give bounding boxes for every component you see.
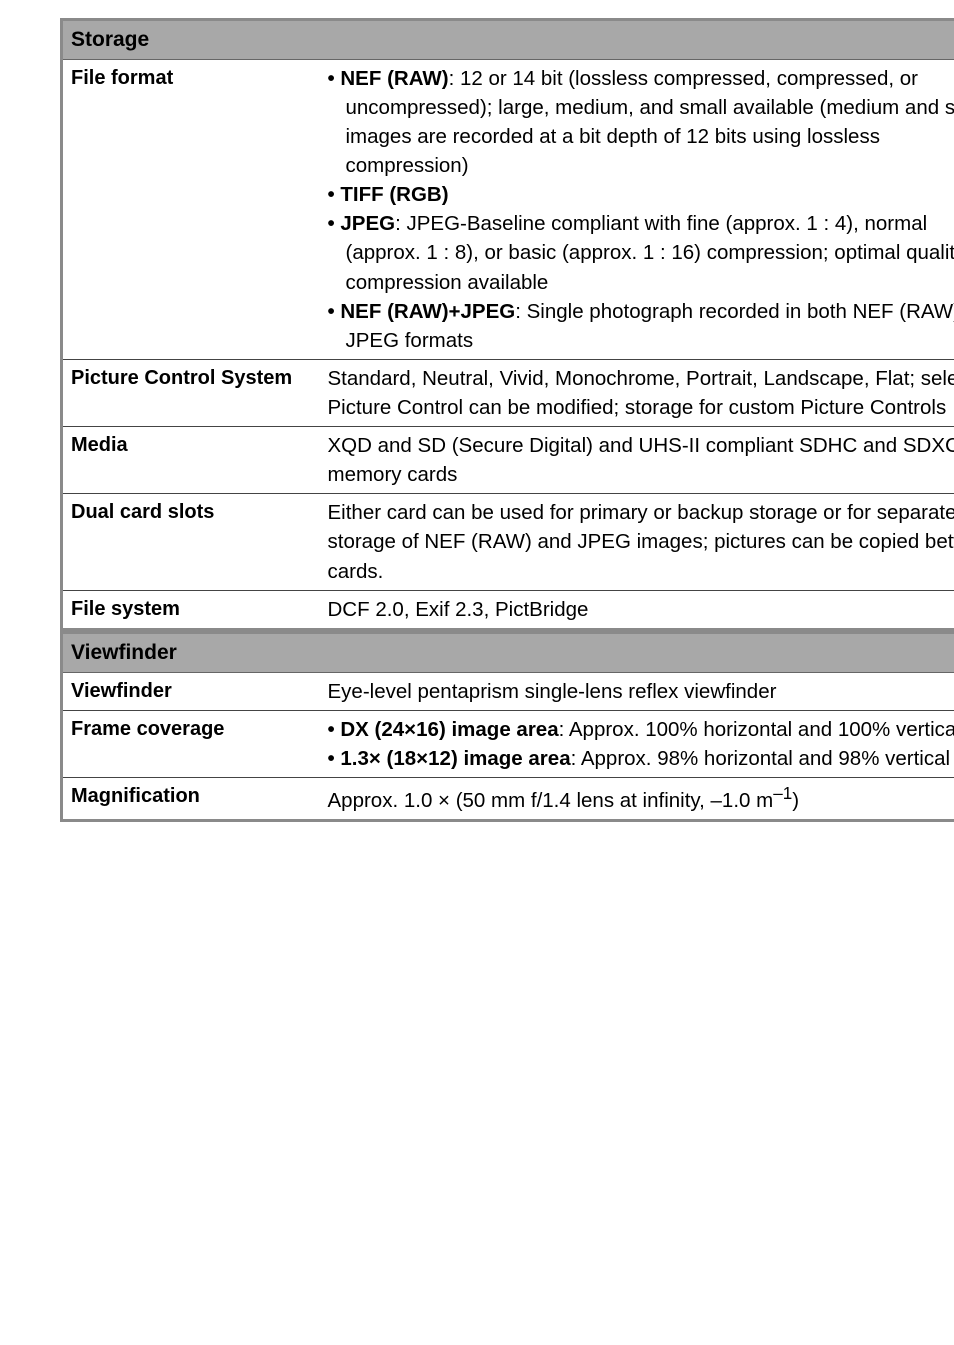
- bullet-item: 1.3× (18×12) image area: Approx. 98% hor…: [328, 744, 954, 773]
- row-label: File format: [62, 59, 324, 359]
- row-label: Frame coverage: [62, 710, 324, 777]
- bullet-item: DX (24×16) image area: Approx. 100% hori…: [328, 715, 954, 744]
- bullet-item: NEF (RAW)+JPEG: Single photograph record…: [328, 297, 954, 355]
- row-value: DX (24×16) image area: Approx. 100% hori…: [324, 710, 954, 777]
- row-label: File system: [62, 590, 324, 629]
- spec-table: StorageFile formatNEF (RAW): 12 or 14 bi…: [60, 18, 954, 631]
- row-value: Approx. 1.0 × (50 mm f/1.4 lens at infin…: [324, 777, 954, 820]
- section-header: Storage: [62, 20, 954, 60]
- section-header: Viewfinder: [62, 632, 954, 672]
- row-value: DCF 2.0, Exif 2.3, PictBridge: [324, 590, 954, 629]
- row-label: Media: [62, 427, 324, 494]
- row-value: Eye-level pentaprism single-lens reflex …: [324, 672, 954, 710]
- bullet-item: NEF (RAW): 12 or 14 bit (lossless compre…: [328, 64, 954, 180]
- row-label: Magnification: [62, 777, 324, 820]
- bullet-item: TIFF (RGB): [328, 180, 954, 209]
- row-value: Standard, Neutral, Vivid, Monochrome, Po…: [324, 359, 954, 426]
- spec-table: ViewfinderViewfinderEye-level pentaprism…: [60, 631, 954, 822]
- page-number: 365: [60, 1022, 954, 1062]
- row-label: Dual card slots: [62, 494, 324, 590]
- row-value: Either card can be used for primary or b…: [324, 494, 954, 590]
- row-value: NEF (RAW): 12 or 14 bit (lossless compre…: [324, 59, 954, 359]
- row-label: Picture Control System: [62, 359, 324, 426]
- bullet-item: JPEG: JPEG-Baseline compliant with fine …: [328, 209, 954, 296]
- row-label: Viewfinder: [62, 672, 324, 710]
- row-value: XQD and SD (Secure Digital) and UHS-II c…: [324, 427, 954, 494]
